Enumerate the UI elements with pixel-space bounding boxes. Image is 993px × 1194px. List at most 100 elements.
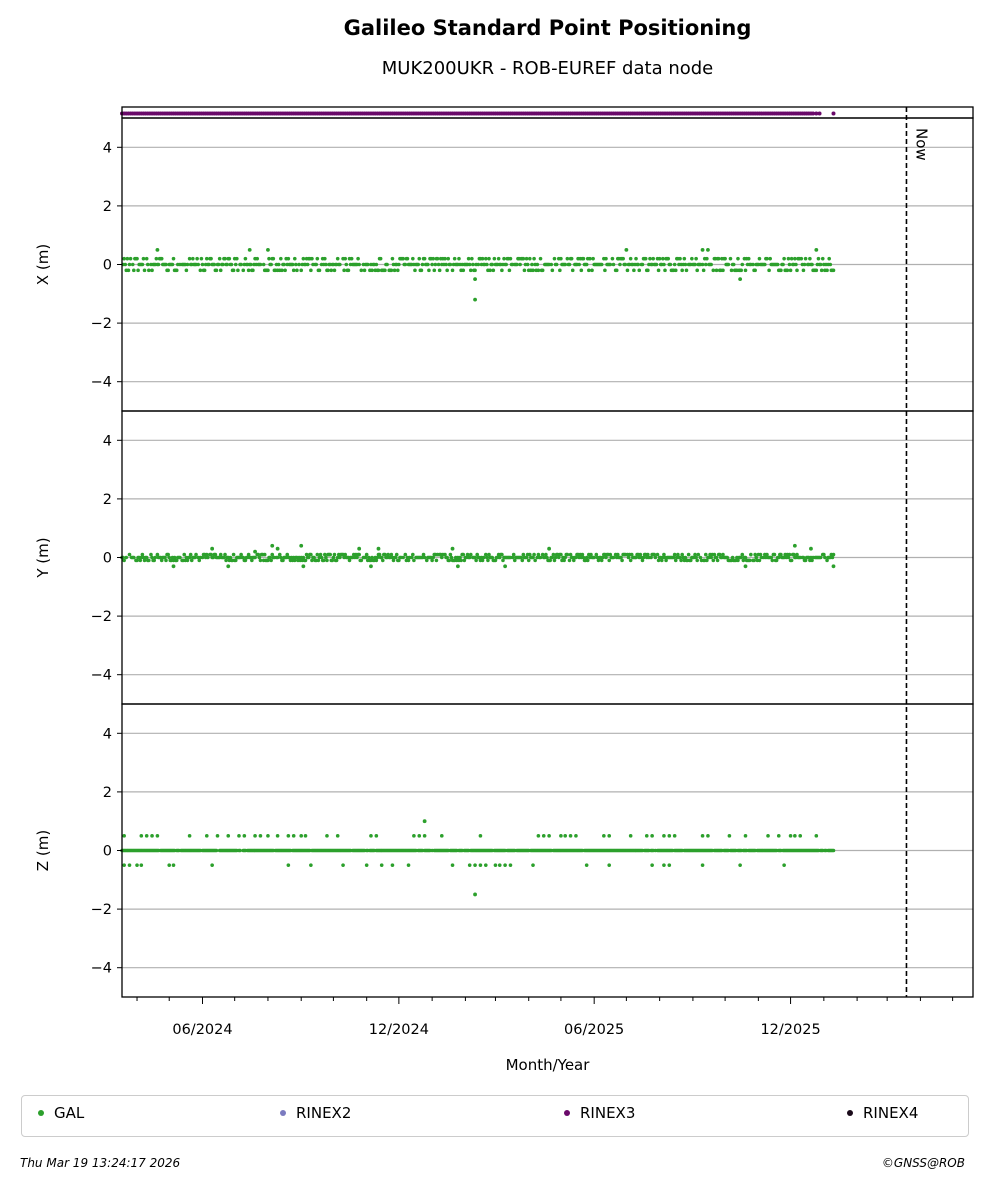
data-point xyxy=(184,268,189,273)
data-point xyxy=(195,256,199,261)
data-point xyxy=(581,256,586,261)
data-point xyxy=(743,834,748,838)
outlier-point xyxy=(171,564,176,569)
data-point xyxy=(785,268,790,273)
data-point xyxy=(671,555,676,560)
data-point xyxy=(174,268,179,273)
data-point xyxy=(666,256,671,261)
data-point xyxy=(640,262,645,267)
data-point xyxy=(664,558,668,563)
data-point xyxy=(787,552,792,557)
outlier-point xyxy=(247,247,252,252)
data-point xyxy=(174,558,179,563)
data-point xyxy=(150,834,154,838)
data-point xyxy=(156,262,161,267)
data-point xyxy=(818,555,823,560)
data-point xyxy=(401,555,405,560)
data-point xyxy=(397,262,401,267)
rinex-strip xyxy=(120,106,974,119)
data-point xyxy=(795,552,799,557)
data-point xyxy=(171,863,176,867)
data-point xyxy=(325,558,329,563)
outlier-point xyxy=(743,564,748,569)
legend-label-rinex4: RINEX4 xyxy=(863,1104,919,1122)
data-point xyxy=(250,558,254,563)
data-point xyxy=(504,262,508,267)
data-point xyxy=(243,558,248,563)
x-axis-label: Month/Year xyxy=(506,1056,591,1074)
data-point xyxy=(536,268,541,273)
data-point xyxy=(772,552,777,557)
outlier-point xyxy=(270,543,275,548)
outlier-point xyxy=(473,297,477,302)
data-point xyxy=(512,558,517,563)
data-point xyxy=(673,268,678,273)
data-point xyxy=(831,848,836,853)
data-point xyxy=(701,268,706,273)
data-point xyxy=(510,555,515,560)
data-point xyxy=(608,262,613,267)
data-point xyxy=(556,555,561,560)
data-point xyxy=(323,256,327,261)
data-point xyxy=(579,268,584,273)
data-point xyxy=(600,555,605,560)
data-point xyxy=(524,256,529,261)
data-point xyxy=(530,262,534,267)
data-point xyxy=(693,262,697,267)
data-point xyxy=(266,558,270,563)
outlier-point xyxy=(455,564,460,569)
data-point xyxy=(524,555,529,560)
data-point xyxy=(164,262,168,267)
data-point xyxy=(374,834,379,838)
data-point xyxy=(286,256,291,261)
data-point xyxy=(225,262,229,267)
data-point xyxy=(552,558,557,563)
data-point xyxy=(261,262,266,267)
data-point xyxy=(602,834,606,838)
data-point xyxy=(663,268,667,273)
data-point xyxy=(466,256,471,261)
data-point xyxy=(187,834,192,838)
data-point xyxy=(275,555,280,560)
data-point xyxy=(749,552,753,557)
outlier-point xyxy=(503,564,508,569)
data-point xyxy=(271,256,276,261)
data-point xyxy=(443,256,447,261)
data-point xyxy=(376,268,381,273)
data-point xyxy=(781,262,785,267)
data-point xyxy=(310,256,314,261)
data-point xyxy=(304,552,309,557)
data-point xyxy=(319,555,324,560)
data-point xyxy=(258,834,263,838)
data-point xyxy=(644,834,649,838)
data-point xyxy=(357,552,361,557)
data-point xyxy=(246,552,251,557)
data-point xyxy=(483,863,488,867)
data-point xyxy=(226,834,231,838)
data-point xyxy=(221,262,225,267)
y-axis-label: Y (m) xyxy=(34,537,52,578)
data-point xyxy=(799,256,804,261)
data-point xyxy=(294,262,298,267)
data-point xyxy=(520,558,525,563)
data-point xyxy=(325,834,329,838)
data-point xyxy=(317,268,322,273)
data-point xyxy=(343,256,348,261)
data-point xyxy=(224,558,228,563)
data-point xyxy=(279,555,283,560)
data-point xyxy=(574,834,578,838)
data-point xyxy=(615,552,620,557)
data-point xyxy=(711,268,716,273)
data-point xyxy=(802,262,807,267)
data-point xyxy=(565,552,570,557)
data-point xyxy=(486,558,490,563)
data-point xyxy=(171,256,176,261)
data-point xyxy=(682,256,687,261)
data-point xyxy=(389,268,394,273)
data-point xyxy=(659,558,664,563)
data-point xyxy=(803,558,808,563)
data-point xyxy=(152,558,156,563)
data-point xyxy=(448,262,453,267)
data-point xyxy=(678,555,682,560)
data-point xyxy=(282,262,286,267)
